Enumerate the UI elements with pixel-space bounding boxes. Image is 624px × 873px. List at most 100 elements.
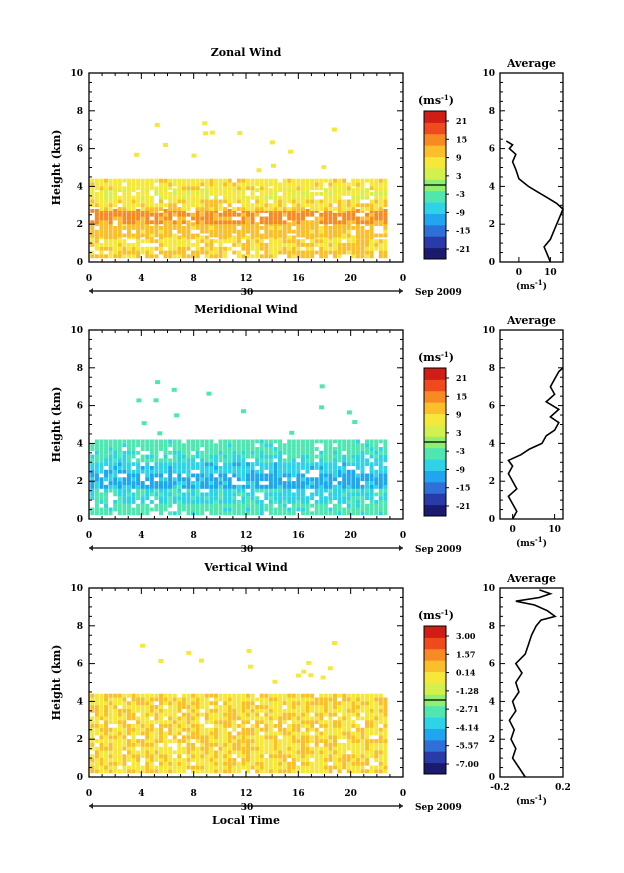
heatmap-cell: [94, 458, 99, 463]
heatmap-cell: [136, 731, 141, 736]
heatmap-cell: [355, 450, 360, 455]
heatmap-cell: [369, 754, 374, 759]
heatmap-cell: [227, 769, 232, 774]
heatmap-cell: [168, 731, 173, 736]
heatmap-cell: [236, 191, 241, 196]
heatmap-cell: [136, 754, 141, 759]
heatmap-cell: [305, 511, 310, 516]
heatmap-cell: [282, 511, 287, 516]
heatmap-cell: [145, 254, 150, 259]
heatmap-cell: [168, 186, 173, 191]
heatmap-cell: [223, 447, 228, 451]
heatmap-cell: [360, 708, 365, 713]
heatmap-cell: [168, 458, 173, 463]
heatmap-cell: [149, 708, 154, 713]
heatmap-cell: [328, 727, 333, 732]
heatmap-cell: [108, 439, 113, 444]
heatmap-cell: [158, 203, 163, 208]
heatmap-cell: [122, 458, 127, 463]
heatmap-cell: [172, 203, 177, 208]
heatmap-cell: [282, 739, 287, 743]
heatmap-cell: [172, 477, 177, 482]
heatmap-cell: [378, 439, 383, 444]
heatmap-cell: [374, 750, 379, 755]
heatmap-cell: [383, 242, 388, 247]
colorbar-tick-label: -4.14: [456, 722, 479, 732]
heatmap-cell: [323, 207, 328, 211]
heatmap-cell: [136, 182, 141, 187]
heatmap-cell: [287, 716, 292, 721]
heatmap-cell: [333, 246, 338, 251]
heatmap-cell: [291, 439, 296, 444]
heatmap-cell: [158, 212, 163, 217]
heatmap-cell: [328, 712, 333, 717]
heatmap-cell: [136, 195, 141, 200]
heatmap-cell: [246, 182, 250, 187]
heatmap-cell: [154, 727, 159, 732]
heatmap-cell: [181, 503, 186, 508]
heatmap-cell: [250, 462, 255, 467]
heatmap-cell: [250, 443, 255, 448]
heatmap-cell: [383, 195, 388, 200]
heatmap-cell: [218, 473, 223, 478]
heatmap-cell: [186, 496, 191, 501]
heatmap-cell: [236, 765, 241, 770]
heatmap-cell: [172, 484, 177, 489]
heatmap-cell: [186, 746, 191, 751]
heatmap-cell: [227, 447, 232, 451]
heatmap-cell: [255, 499, 260, 504]
heatmap-cell: [181, 477, 186, 482]
colorbar-swatch: [424, 424, 446, 437]
heatmap-cell: [378, 220, 383, 225]
heatmap-cell: [172, 454, 177, 459]
heatmap-cell: [282, 229, 287, 234]
heatmap-cell: [360, 220, 365, 225]
heatmap-cell: [191, 492, 196, 497]
heatmap-cell: [374, 727, 379, 732]
heatmap-cell: [273, 225, 278, 230]
heatmap-cell: [378, 473, 383, 478]
heatmap-cell: [158, 716, 163, 721]
heatmap-cell: [195, 750, 200, 755]
heatmap-cell: [365, 769, 370, 774]
heatmap-cell: [181, 462, 186, 467]
heatmap-cell: [310, 735, 315, 740]
heatmap-cell: [378, 469, 383, 474]
heatmap-cell: [291, 727, 296, 732]
heatmap-cell: [250, 195, 255, 200]
heatmap-cell: [209, 191, 214, 196]
heatmap-cell: [314, 216, 319, 221]
heatmap-cell: [255, 712, 260, 717]
heatmap-cell: [204, 503, 209, 508]
heatmap-cell: [191, 507, 196, 512]
heatmap-cell: [140, 186, 145, 191]
heatmap-cell: [250, 750, 255, 755]
heatmap-cell: [172, 769, 177, 774]
heatmap-cell: [378, 195, 383, 200]
heatmap-cell: [131, 716, 136, 721]
heatmap-cell: [255, 757, 260, 762]
heatmap-cell: [278, 477, 283, 482]
heatmap-cell: [268, 188, 273, 193]
heatmap-cell: [287, 693, 292, 698]
heatmap-cell: [250, 716, 255, 721]
heatmap-cell: [181, 720, 186, 725]
heatmap-cell: [278, 246, 283, 251]
average-title: Average: [506, 57, 556, 70]
heatmap-cell: [346, 186, 351, 191]
heatmap-cell: [213, 191, 218, 196]
heatmap-cell: [163, 242, 168, 247]
heatmap-cell: [305, 731, 310, 736]
heatmap-cell: [300, 473, 305, 478]
heatmap-cell: [236, 207, 241, 211]
heatmap-cell: [383, 220, 388, 225]
heatmap-cell: [145, 727, 150, 732]
heatmap-cell: [177, 462, 182, 467]
heatmap-cell: [122, 488, 127, 493]
heatmap-cell: [186, 186, 191, 191]
heatmap-cell: [223, 727, 228, 732]
heatmap-cell: [149, 693, 154, 698]
heatmap-cell: [323, 220, 328, 225]
heatmap-cell: [113, 712, 118, 717]
heatmap-cell: [186, 191, 191, 196]
